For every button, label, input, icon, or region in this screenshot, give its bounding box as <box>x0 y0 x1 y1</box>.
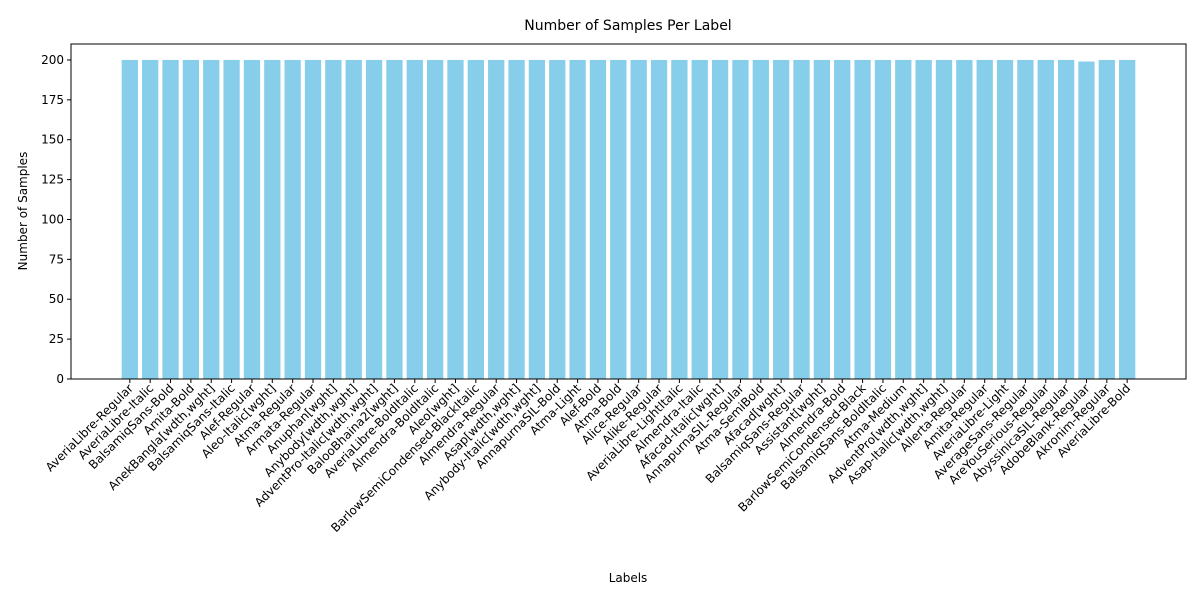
y-axis-label: Number of Samples <box>16 152 30 271</box>
bar <box>915 59 932 379</box>
bar <box>121 59 138 379</box>
y-tick-label: 100 <box>41 212 64 226</box>
y-tick-label: 0 <box>56 372 64 386</box>
bar <box>1119 59 1136 379</box>
bar <box>1078 61 1095 380</box>
bar <box>589 59 607 379</box>
bar <box>874 59 892 379</box>
bar <box>406 59 423 379</box>
bar <box>162 59 179 379</box>
bar <box>142 59 159 379</box>
bar <box>365 59 383 379</box>
bar <box>773 59 790 379</box>
bar <box>1017 59 1034 379</box>
bar <box>264 59 281 379</box>
bar <box>671 59 688 379</box>
y-tick-label: 200 <box>41 53 64 67</box>
y-tick-label: 75 <box>49 252 64 266</box>
plot-area-frame <box>70 43 1187 380</box>
bar <box>956 59 973 379</box>
chart-title: Number of Samples Per Label <box>524 18 731 34</box>
bar <box>854 59 871 379</box>
bar <box>895 59 912 379</box>
bar <box>691 59 708 379</box>
y-tick-label: 175 <box>41 93 64 107</box>
bar <box>284 59 301 379</box>
bar <box>345 59 362 379</box>
bar <box>528 59 546 379</box>
bar <box>223 59 240 379</box>
bar <box>711 59 729 379</box>
bar <box>508 59 525 379</box>
bar <box>650 59 668 379</box>
bar <box>467 59 484 379</box>
bar <box>426 59 444 379</box>
y-tick-label: 125 <box>41 173 64 187</box>
y-axis: 0 25 50 75 100 125 150 175 200 <box>41 53 71 386</box>
bar <box>304 59 322 379</box>
x-axis-label: Labels <box>609 571 648 585</box>
y-tick-label: 50 <box>49 292 64 306</box>
bar <box>203 59 220 379</box>
bar <box>182 59 200 379</box>
bar <box>488 59 505 379</box>
bar <box>752 59 769 379</box>
bar <box>834 59 851 379</box>
bar <box>996 59 1014 379</box>
bar <box>813 59 830 379</box>
bar <box>243 59 261 379</box>
bar <box>386 59 403 379</box>
bar <box>1057 59 1075 379</box>
bar <box>793 59 810 379</box>
bar <box>549 59 566 379</box>
bar <box>325 59 342 379</box>
bar <box>447 59 464 379</box>
x-axis: AveriaLibre-RegularAveriaLibre-ItalicBal… <box>43 379 1133 535</box>
bar <box>569 59 586 379</box>
bars-group <box>121 59 1136 380</box>
bar <box>1037 59 1054 379</box>
bar <box>732 59 749 379</box>
y-tick-label: 25 <box>49 332 64 346</box>
bar <box>976 59 993 379</box>
bar <box>935 59 953 379</box>
y-tick-label: 150 <box>41 133 64 147</box>
bar <box>1098 59 1115 379</box>
bar <box>630 59 647 379</box>
bar <box>610 59 627 379</box>
